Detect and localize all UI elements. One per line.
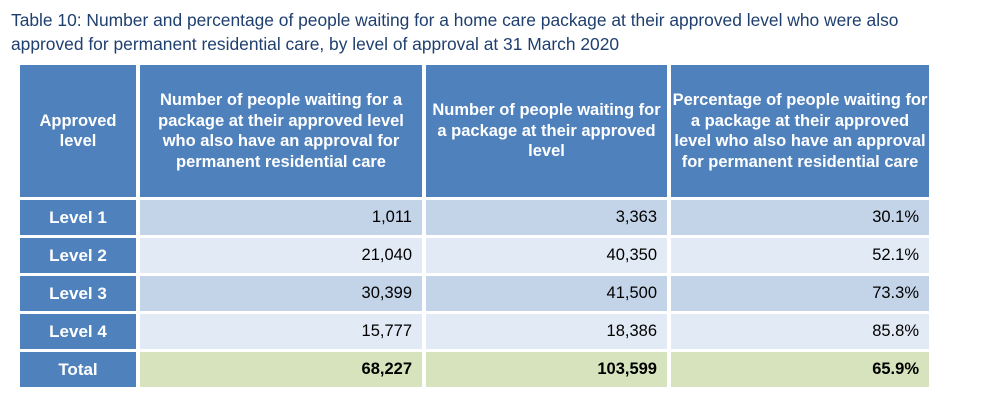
table-row: Level 3 30,399 41,500 73.3%: [20, 276, 929, 311]
cell-waiting: 18,386: [426, 314, 667, 349]
cell-percentage: 30.1%: [671, 200, 929, 235]
cell-with-residential: 30,399: [140, 276, 422, 311]
header-waiting: Number of people waiting for a package a…: [426, 65, 667, 197]
cell-waiting: 40,350: [426, 238, 667, 273]
total-waiting: 103,599: [426, 352, 667, 387]
cell-with-residential: 15,777: [140, 314, 422, 349]
header-with-residential: Number of people waiting for a package a…: [140, 65, 422, 197]
table-row: Level 1 1,011 3,363 30.1%: [20, 200, 929, 235]
table-row: Level 2 21,040 40,350 52.1%: [20, 238, 929, 273]
header-row: Approved level Number of people waiting …: [20, 65, 929, 197]
row-level-label: Level 1: [20, 200, 136, 235]
caption-line-1: Table 10: Number and percentage of peopl…: [11, 10, 899, 30]
table-caption: Table 10: Number and percentage of peopl…: [11, 8, 996, 56]
cell-waiting: 41,500: [426, 276, 667, 311]
total-percentage: 65.9%: [671, 352, 929, 387]
cell-waiting: 3,363: [426, 200, 667, 235]
cell-percentage: 73.3%: [671, 276, 929, 311]
row-level-label: Level 4: [20, 314, 136, 349]
caption-line-2: approved for permanent residential care,…: [11, 34, 620, 54]
table-row: Level 4 15,777 18,386 85.8%: [20, 314, 929, 349]
cell-with-residential: 1,011: [140, 200, 422, 235]
row-level-label: Level 2: [20, 238, 136, 273]
header-approved-level: Approved level: [20, 65, 136, 197]
header-percentage: Percentage of people waiting for a packa…: [671, 65, 929, 197]
cell-percentage: 52.1%: [671, 238, 929, 273]
cell-percentage: 85.8%: [671, 314, 929, 349]
row-level-label: Level 3: [20, 276, 136, 311]
total-label: Total: [20, 352, 136, 387]
waiting-residential-care-table: Approved level Number of people waiting …: [16, 62, 933, 390]
total-with-residential: 68,227: [140, 352, 422, 387]
cell-with-residential: 21,040: [140, 238, 422, 273]
total-row: Total 68,227 103,599 65.9%: [20, 352, 929, 387]
